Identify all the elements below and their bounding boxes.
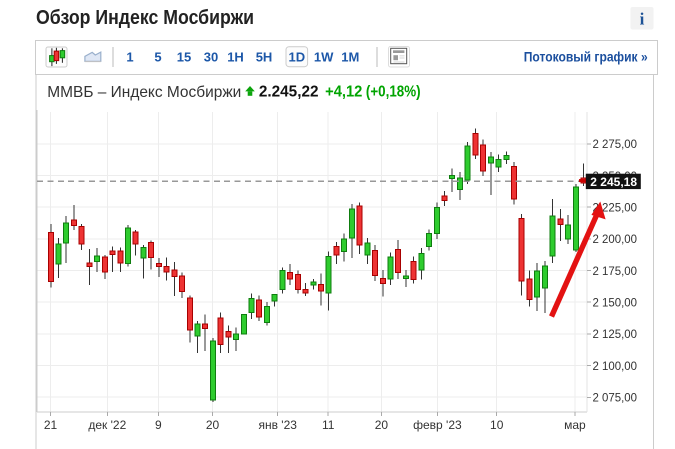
svg-text:2 125,00: 2 125,00 bbox=[593, 327, 638, 341]
svg-text:1H: 1H bbox=[227, 50, 244, 65]
svg-text:5: 5 bbox=[154, 50, 161, 65]
svg-text:21: 21 bbox=[44, 418, 58, 432]
svg-text:Потоковый график »: Потоковый график » bbox=[524, 50, 648, 65]
svg-text:2 225,00: 2 225,00 bbox=[593, 201, 638, 215]
svg-text:1M: 1M bbox=[341, 50, 359, 65]
svg-text:2 175,00: 2 175,00 bbox=[593, 264, 638, 278]
svg-text:февр '23: февр '23 bbox=[413, 418, 462, 432]
svg-text:20: 20 bbox=[375, 418, 389, 432]
svg-text:ММВБ – Индекс Мосбиржи: ММВБ – Индекс Мосбиржи bbox=[47, 84, 241, 101]
svg-text:10: 10 bbox=[490, 418, 504, 432]
svg-text:1: 1 bbox=[126, 50, 133, 65]
svg-text:i: i bbox=[640, 10, 645, 29]
svg-text:янв '23: янв '23 bbox=[258, 418, 297, 432]
svg-text:30: 30 bbox=[204, 50, 218, 65]
svg-text:1W: 1W bbox=[314, 50, 334, 65]
svg-text:2 245,18: 2 245,18 bbox=[590, 175, 637, 189]
svg-text:+4,12: +4,12 bbox=[325, 84, 362, 101]
svg-text:9: 9 bbox=[155, 418, 162, 432]
svg-text:15: 15 bbox=[177, 50, 191, 65]
svg-text:2.245,22: 2.245,22 bbox=[259, 84, 319, 101]
svg-text:5H: 5H bbox=[256, 50, 273, 65]
svg-text:дек '22: дек '22 bbox=[88, 418, 126, 432]
svg-text:20: 20 bbox=[206, 418, 220, 432]
svg-text:мар: мар bbox=[564, 418, 586, 432]
svg-text:2 150,00: 2 150,00 bbox=[593, 296, 638, 310]
svg-text:2 200,00: 2 200,00 bbox=[593, 232, 638, 246]
svg-text:(+0,18%): (+0,18%) bbox=[366, 84, 421, 101]
svg-text:1D: 1D bbox=[288, 50, 305, 65]
svg-text:2 275,00: 2 275,00 bbox=[593, 137, 638, 151]
svg-text:2 075,00: 2 075,00 bbox=[593, 391, 638, 405]
svg-text:Обзор Индекс Мосбиржи: Обзор Индекс Мосбиржи bbox=[36, 7, 254, 29]
svg-text:11: 11 bbox=[322, 418, 335, 432]
svg-text:2 100,00: 2 100,00 bbox=[593, 359, 638, 373]
